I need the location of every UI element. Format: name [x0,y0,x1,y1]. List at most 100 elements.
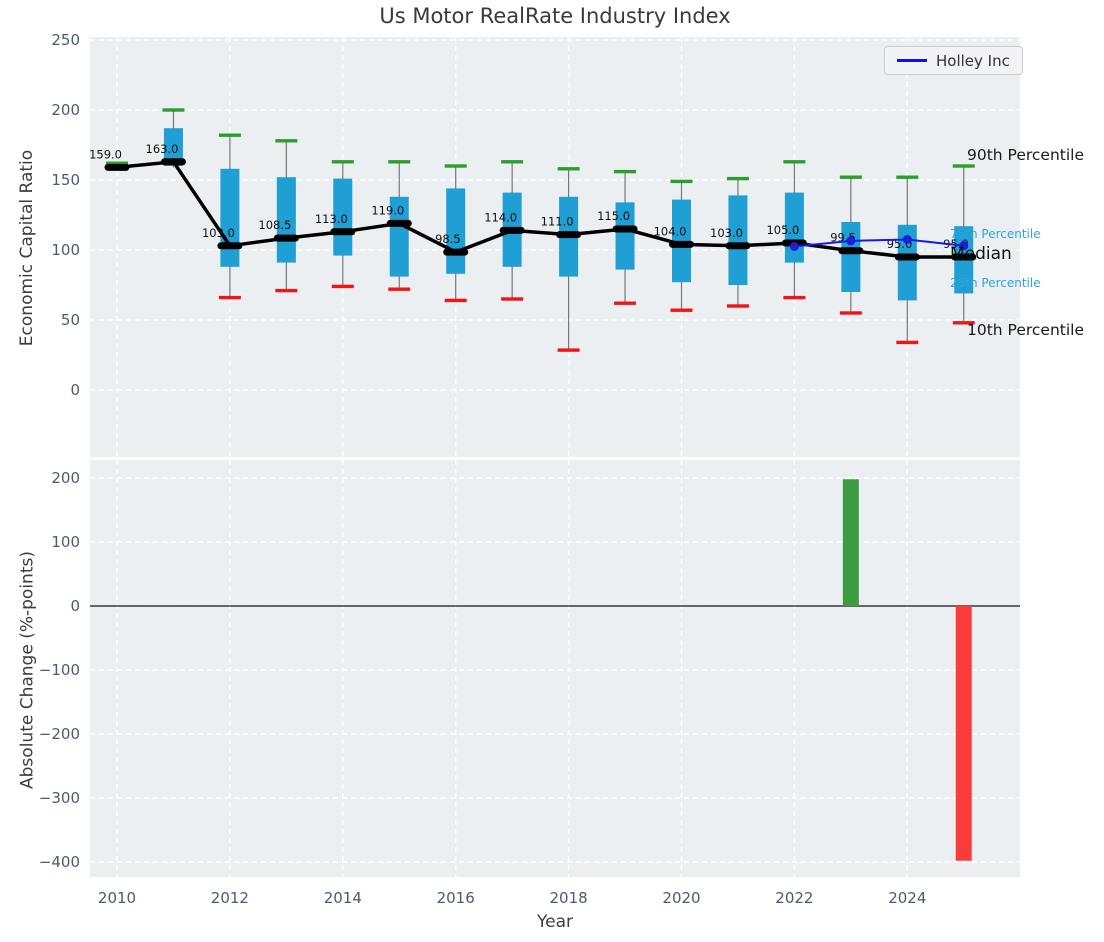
median-marker-2013 [273,234,299,242]
ytick-bottom: −400 [39,853,80,871]
median-value-label: 105.0 [766,223,799,237]
iqr-box [841,222,861,292]
cap-90th [952,164,975,168]
ytick-bottom: −300 [39,789,80,807]
median-marker-2021 [725,242,751,250]
ytick-top: 150 [51,171,80,189]
median-value-label: 108.5 [258,218,291,232]
median-marker-2024 [894,253,920,261]
cap-10th [839,311,862,315]
cap-90th [783,160,806,164]
cap-90th [331,160,354,164]
median-marker-2015 [386,219,412,227]
company-line [794,238,964,248]
ytick-top: 100 [51,241,80,259]
ytick-top: 200 [51,101,80,119]
iqr-box [728,195,748,285]
median-marker-2016 [443,248,469,256]
iqr-box [163,128,183,166]
company-dot-2024 [902,235,912,244]
company-dot-2022 [789,242,799,251]
median-value-label: 103.0 [202,226,235,240]
x-axis-label: Year [537,912,573,932]
label-10th-percentile: 10th Percentile [967,321,1085,339]
cap-10th [388,287,411,291]
xtick: 2016 [437,889,475,907]
xtick: 2012 [211,889,249,907]
median-marker-2011 [160,158,186,166]
ytick-top: 0 [70,381,80,399]
median-value-label: 115.0 [597,209,630,223]
cap-90th [670,179,693,184]
iqr-box [615,202,635,270]
cap-90th [557,167,580,171]
median-marker-2012 [217,242,243,250]
cap-90th [106,161,128,165]
cap-10th [444,298,467,303]
xtick: 2018 [550,889,588,907]
iqr-box [897,224,917,301]
cap-90th [162,108,185,112]
median-value-label: 104.0 [654,224,687,238]
cap-90th [614,169,637,174]
xtick: 2024 [888,889,926,907]
iqr-box [220,168,240,267]
cap-10th [726,304,749,308]
change-bar-2025 [955,606,972,861]
ytick-bottom: 100 [51,533,80,551]
xtick: 2020 [662,889,700,907]
cap-10th [783,295,806,300]
cap-90th [839,175,862,179]
bottom-plot-area [90,460,1020,877]
cap-10th [331,284,354,289]
cap-90th [501,160,524,164]
cap-10th [614,301,637,305]
median-marker-2023 [838,247,864,255]
ytick-top: 250 [51,31,80,49]
cap-10th [952,321,975,325]
median-value-label: 113.0 [315,212,348,226]
company-dot-2023 [846,236,856,246]
ytick-bottom: 0 [70,597,80,615]
label-25th-percentile: 25th Percentile [950,276,1041,290]
median-value-label: 159.0 [89,147,122,161]
median-marker-2018 [556,231,582,239]
cap-90th [896,175,919,179]
iqr-box [389,196,409,277]
label-median: Median [950,244,1012,264]
cap-90th [218,133,241,137]
legend-label: Holley Inc [936,51,1010,70]
company-dot-2025 [959,241,969,251]
median-marker-2010 [104,163,130,171]
boxplot-2019 [614,169,637,305]
tick-labels: 250 200 150 100 50 0 200 100 0 −100 −200 −300 −400 20… [39,31,927,907]
median-value-label: 114.0 [484,210,517,224]
cap-90th [275,139,298,143]
median-line [116,159,964,259]
cap-10th [275,288,298,293]
legend: Holley Inc [884,46,1023,75]
cap-90th [444,164,467,168]
median-value-label: 163.0 [146,142,179,156]
top-y-axis-label: Economic Capital Ratio [17,149,37,347]
median-marker-2019 [612,225,638,233]
cap-10th [896,340,919,345]
median-marker-2017 [499,226,525,234]
cap-10th [557,348,580,352]
cap-90th [726,176,749,181]
ytick-bottom: −100 [39,661,80,679]
boxplot-2012 [218,133,241,300]
median-marker-2014 [330,228,356,236]
legend-line-swatch [897,59,927,62]
median-value-label: 119.0 [371,203,404,217]
chart-title: Us Motor RealRate Industry Index [379,4,731,28]
label-75th-percentile: 75th Percentile [950,227,1041,241]
cap-10th [218,295,241,300]
median-marker-2025 [951,253,977,261]
change-bar-2023 [842,479,859,606]
cap-10th [501,297,524,301]
boxplot-2011 [162,108,185,168]
xtick: 2014 [324,889,362,907]
